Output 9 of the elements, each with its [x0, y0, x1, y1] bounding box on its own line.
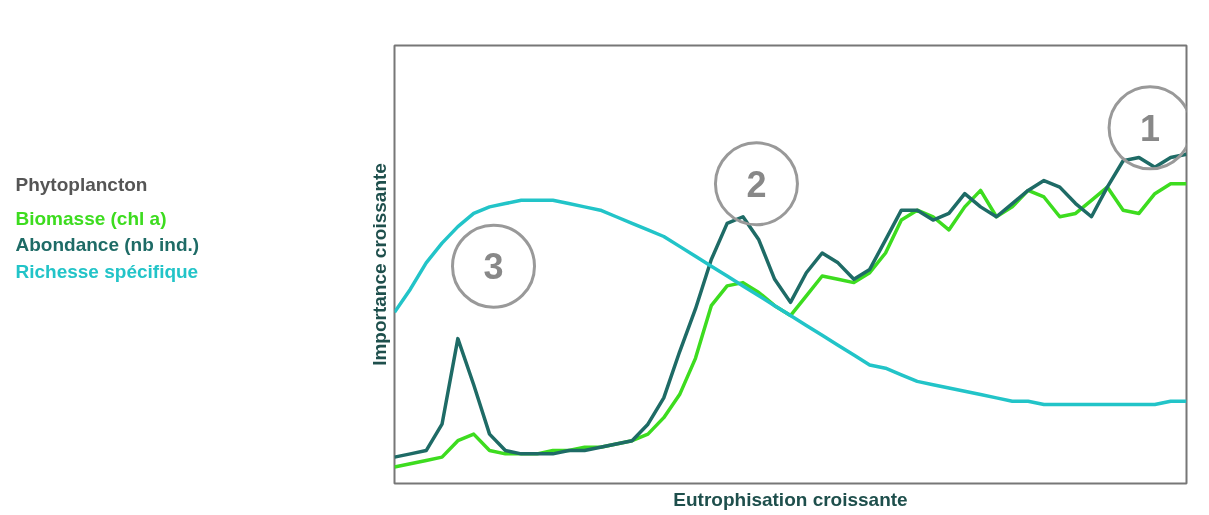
- annotation: 3: [483, 246, 504, 288]
- y-axis-title: Importance croissante: [368, 163, 390, 366]
- legend-title: Phytoplancton: [15, 173, 148, 195]
- text: Biomasse (chl a): [15, 207, 167, 229]
- annotation: 2: [746, 163, 767, 205]
- text: Richesse spécifique: [15, 260, 199, 282]
- text: 1: [1140, 107, 1161, 149]
- text: Abondance (nb ind.): [15, 234, 200, 256]
- x-axis-title: Eutrophisation croissante: [673, 488, 908, 510]
